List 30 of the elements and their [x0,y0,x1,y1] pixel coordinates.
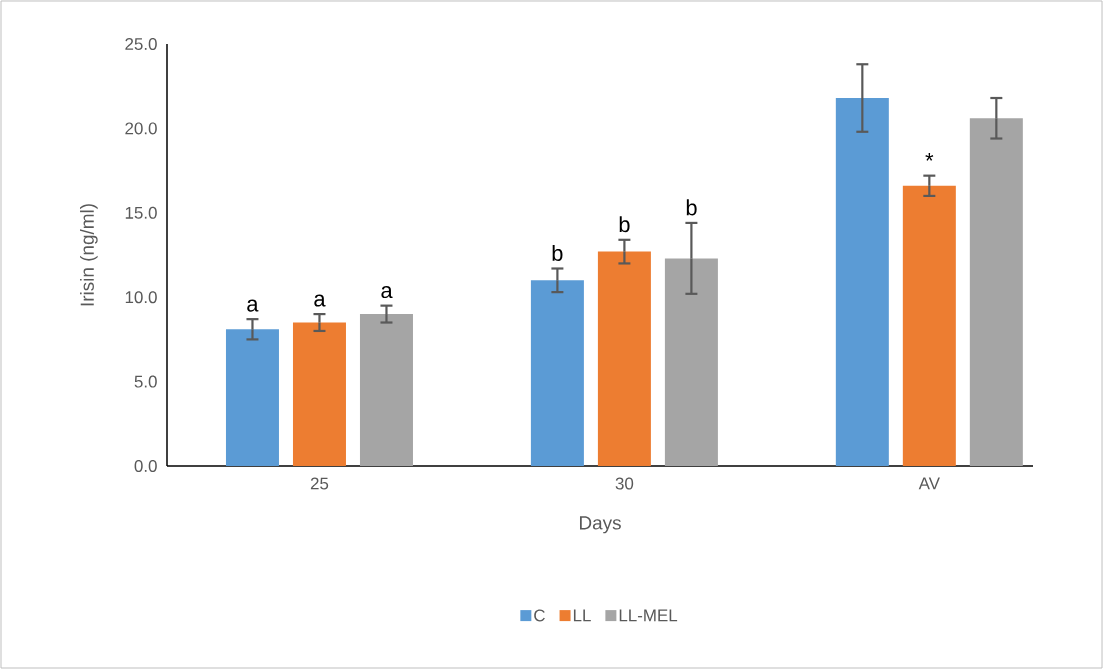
annotation: b [619,216,630,233]
y-tick-label: 15.0 [125,206,157,219]
y-axis-title: Irisin (ng/ml) [80,204,98,306]
annotation: a [381,286,393,299]
legend-label: LL [573,609,591,622]
x-tick-label: AV [918,477,940,490]
bar [902,185,956,466]
y-tick-label: 25.0 [125,38,157,50]
bar [292,322,346,466]
bar [969,118,1023,466]
bar [835,98,889,466]
annotation: * [925,153,934,161]
x-axis-title: Days [579,516,621,534]
annotation: b [686,199,697,216]
x-tick-label: 30 [615,477,634,490]
legend-label: C [534,609,545,622]
bar [225,329,279,466]
y-tick-label: 10.0 [125,291,157,304]
legend-label: LL-MEL [619,609,678,622]
annotation: b [552,244,563,261]
y-tick-label: 0.0 [134,460,157,472]
bar [664,258,718,466]
bar [359,314,413,466]
y-tick-label: 20.0 [125,122,157,135]
bar [597,251,651,466]
annotation: a [314,294,326,307]
bar [530,280,584,466]
annotation: a [247,299,259,312]
y-tick-label: 5.0 [134,375,157,388]
x-tick-label: 25 [310,477,329,490]
